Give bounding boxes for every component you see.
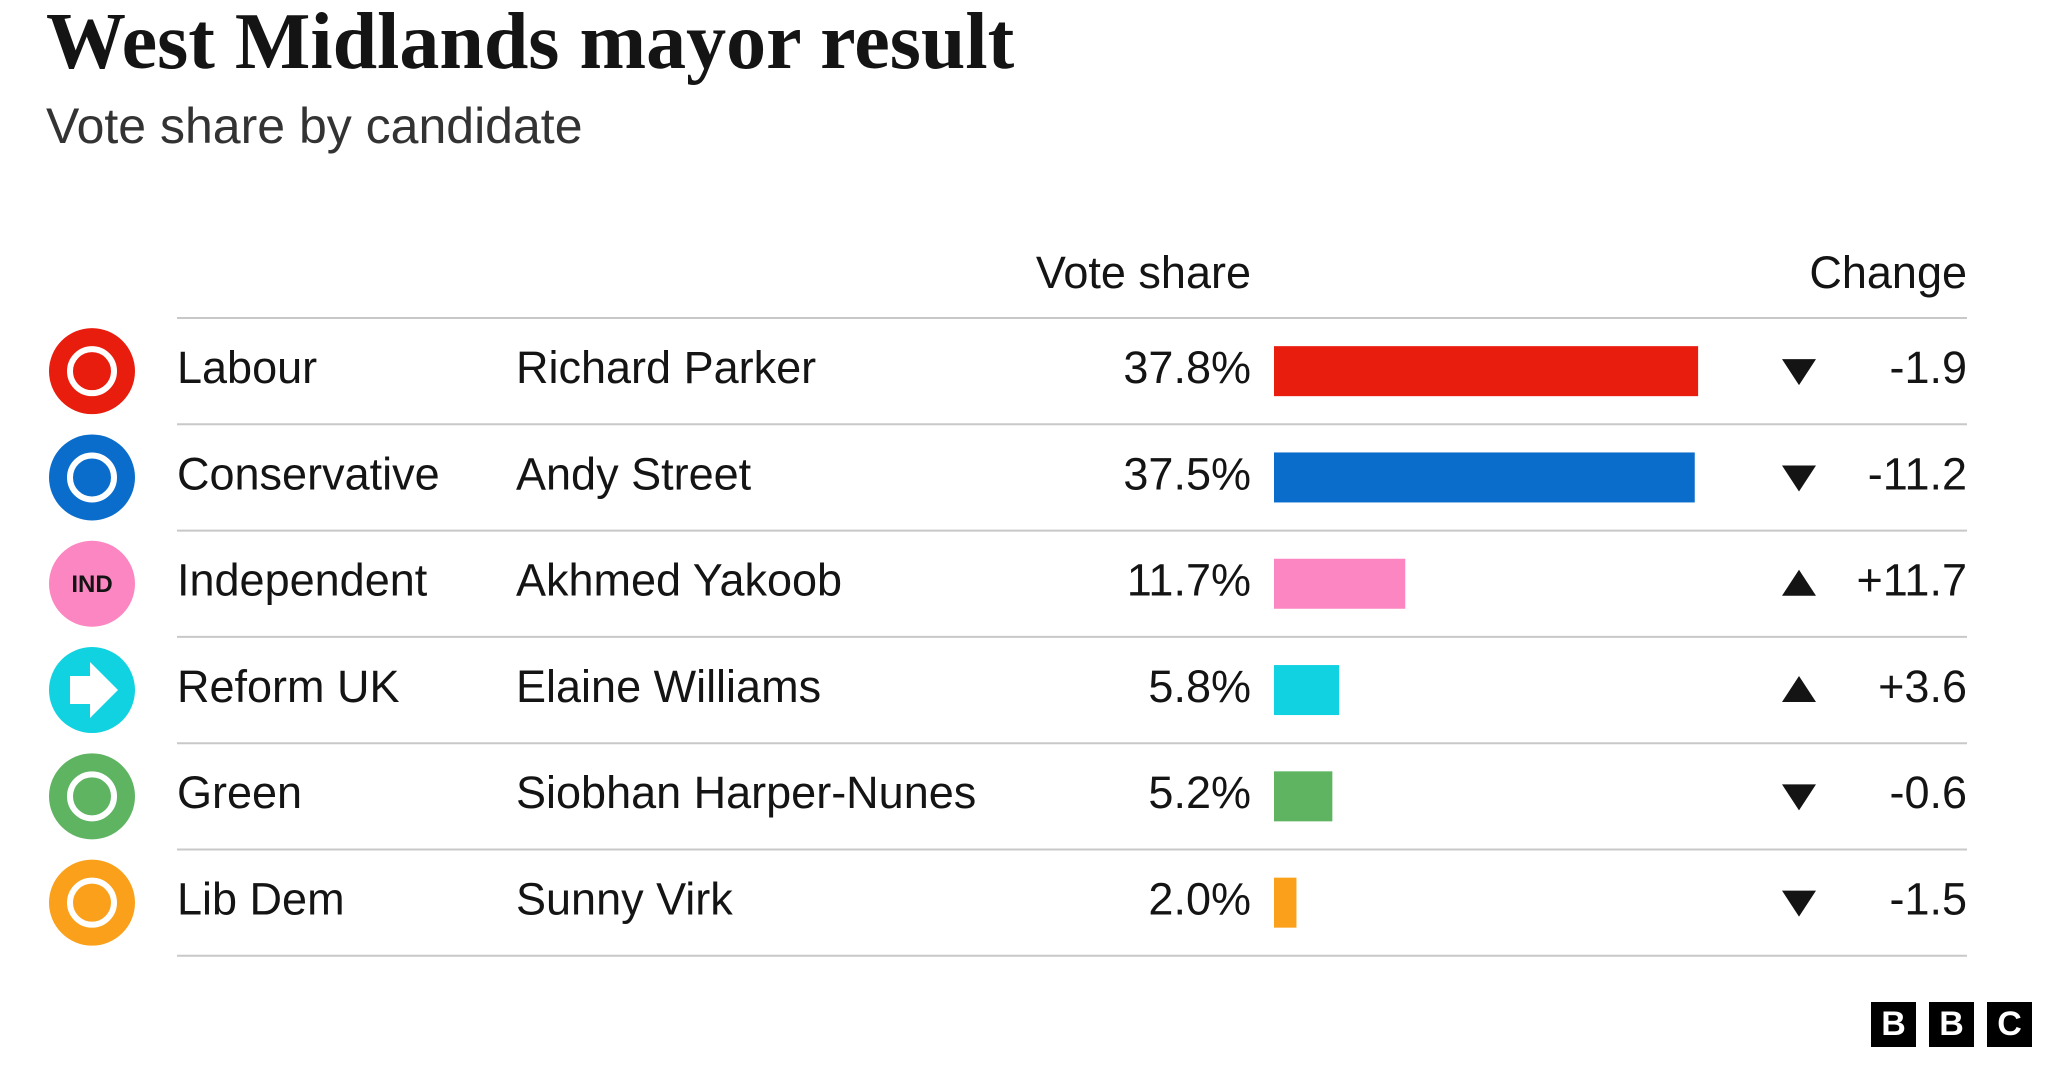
bar bbox=[1274, 346, 1699, 397]
value-label: 37.5% bbox=[1123, 448, 1251, 499]
change-arrow bbox=[1782, 784, 1816, 811]
change-arrow bbox=[1782, 569, 1816, 596]
logo-box bbox=[1987, 1002, 2032, 1047]
icon-glyph bbox=[67, 452, 117, 503]
change-label: -1.5 bbox=[1889, 874, 1967, 925]
candidate-name: Siobhan Harper-Nunes bbox=[516, 767, 976, 818]
logo-letter: B bbox=[1939, 1005, 1964, 1043]
bar bbox=[1274, 452, 1695, 503]
bar bbox=[1274, 665, 1340, 716]
logo-letter: B bbox=[1881, 1005, 1906, 1043]
logo-box bbox=[1929, 1002, 1974, 1047]
party-icon bbox=[49, 540, 135, 627]
logo-letter: C bbox=[1997, 1005, 2022, 1043]
change-arrow bbox=[1782, 359, 1816, 386]
value-label: 37.8% bbox=[1123, 342, 1251, 393]
icon-label: IND bbox=[71, 571, 112, 598]
icon-glyph bbox=[70, 662, 118, 719]
value-label: 5.8% bbox=[1148, 661, 1251, 712]
bar bbox=[1274, 771, 1333, 822]
column-header: Vote share bbox=[1036, 247, 1251, 298]
logo-box bbox=[1871, 1002, 1916, 1047]
change-label: +3.6 bbox=[1878, 661, 1967, 712]
value-label: 2.0% bbox=[1148, 874, 1251, 925]
change-label: +11.7 bbox=[1856, 555, 1967, 606]
party-name: Green bbox=[177, 767, 302, 818]
change-arrow bbox=[1782, 465, 1816, 492]
candidate-name: Akhmed Yakoob bbox=[516, 555, 842, 606]
chart-subtitle: Vote share by candidate bbox=[46, 98, 583, 154]
candidate-name: Sunny Virk bbox=[516, 874, 733, 925]
value-label: 5.2% bbox=[1148, 767, 1251, 818]
change-arrow bbox=[1782, 890, 1816, 917]
icon-glyph bbox=[67, 346, 117, 397]
bar bbox=[1274, 558, 1406, 609]
party-icon bbox=[49, 434, 135, 521]
candidate-name: Richard Parker bbox=[516, 342, 816, 393]
party-icon bbox=[49, 753, 135, 840]
icon-glyph bbox=[67, 771, 117, 822]
candidate-name: Andy Street bbox=[516, 448, 752, 499]
party-icon bbox=[49, 859, 135, 946]
party-icon bbox=[49, 328, 135, 415]
change-label: -11.2 bbox=[1868, 448, 1967, 499]
party-name: Lib Dem bbox=[177, 874, 345, 925]
chart-title: West Midlands mayor result bbox=[46, 0, 1015, 86]
icon-glyph bbox=[67, 877, 117, 928]
change-arrow bbox=[1782, 676, 1816, 703]
party-name: Reform UK bbox=[177, 661, 400, 712]
change-label: -0.6 bbox=[1889, 767, 1967, 818]
party-name: Labour bbox=[177, 342, 317, 393]
value-label: 11.7% bbox=[1127, 555, 1251, 606]
party-name: Independent bbox=[177, 555, 428, 606]
change-label: -1.9 bbox=[1889, 342, 1967, 393]
bar bbox=[1274, 877, 1297, 928]
party-name: Conservative bbox=[177, 448, 440, 499]
column-header: Change bbox=[1809, 247, 1967, 298]
candidate-name: Elaine Williams bbox=[516, 661, 821, 712]
